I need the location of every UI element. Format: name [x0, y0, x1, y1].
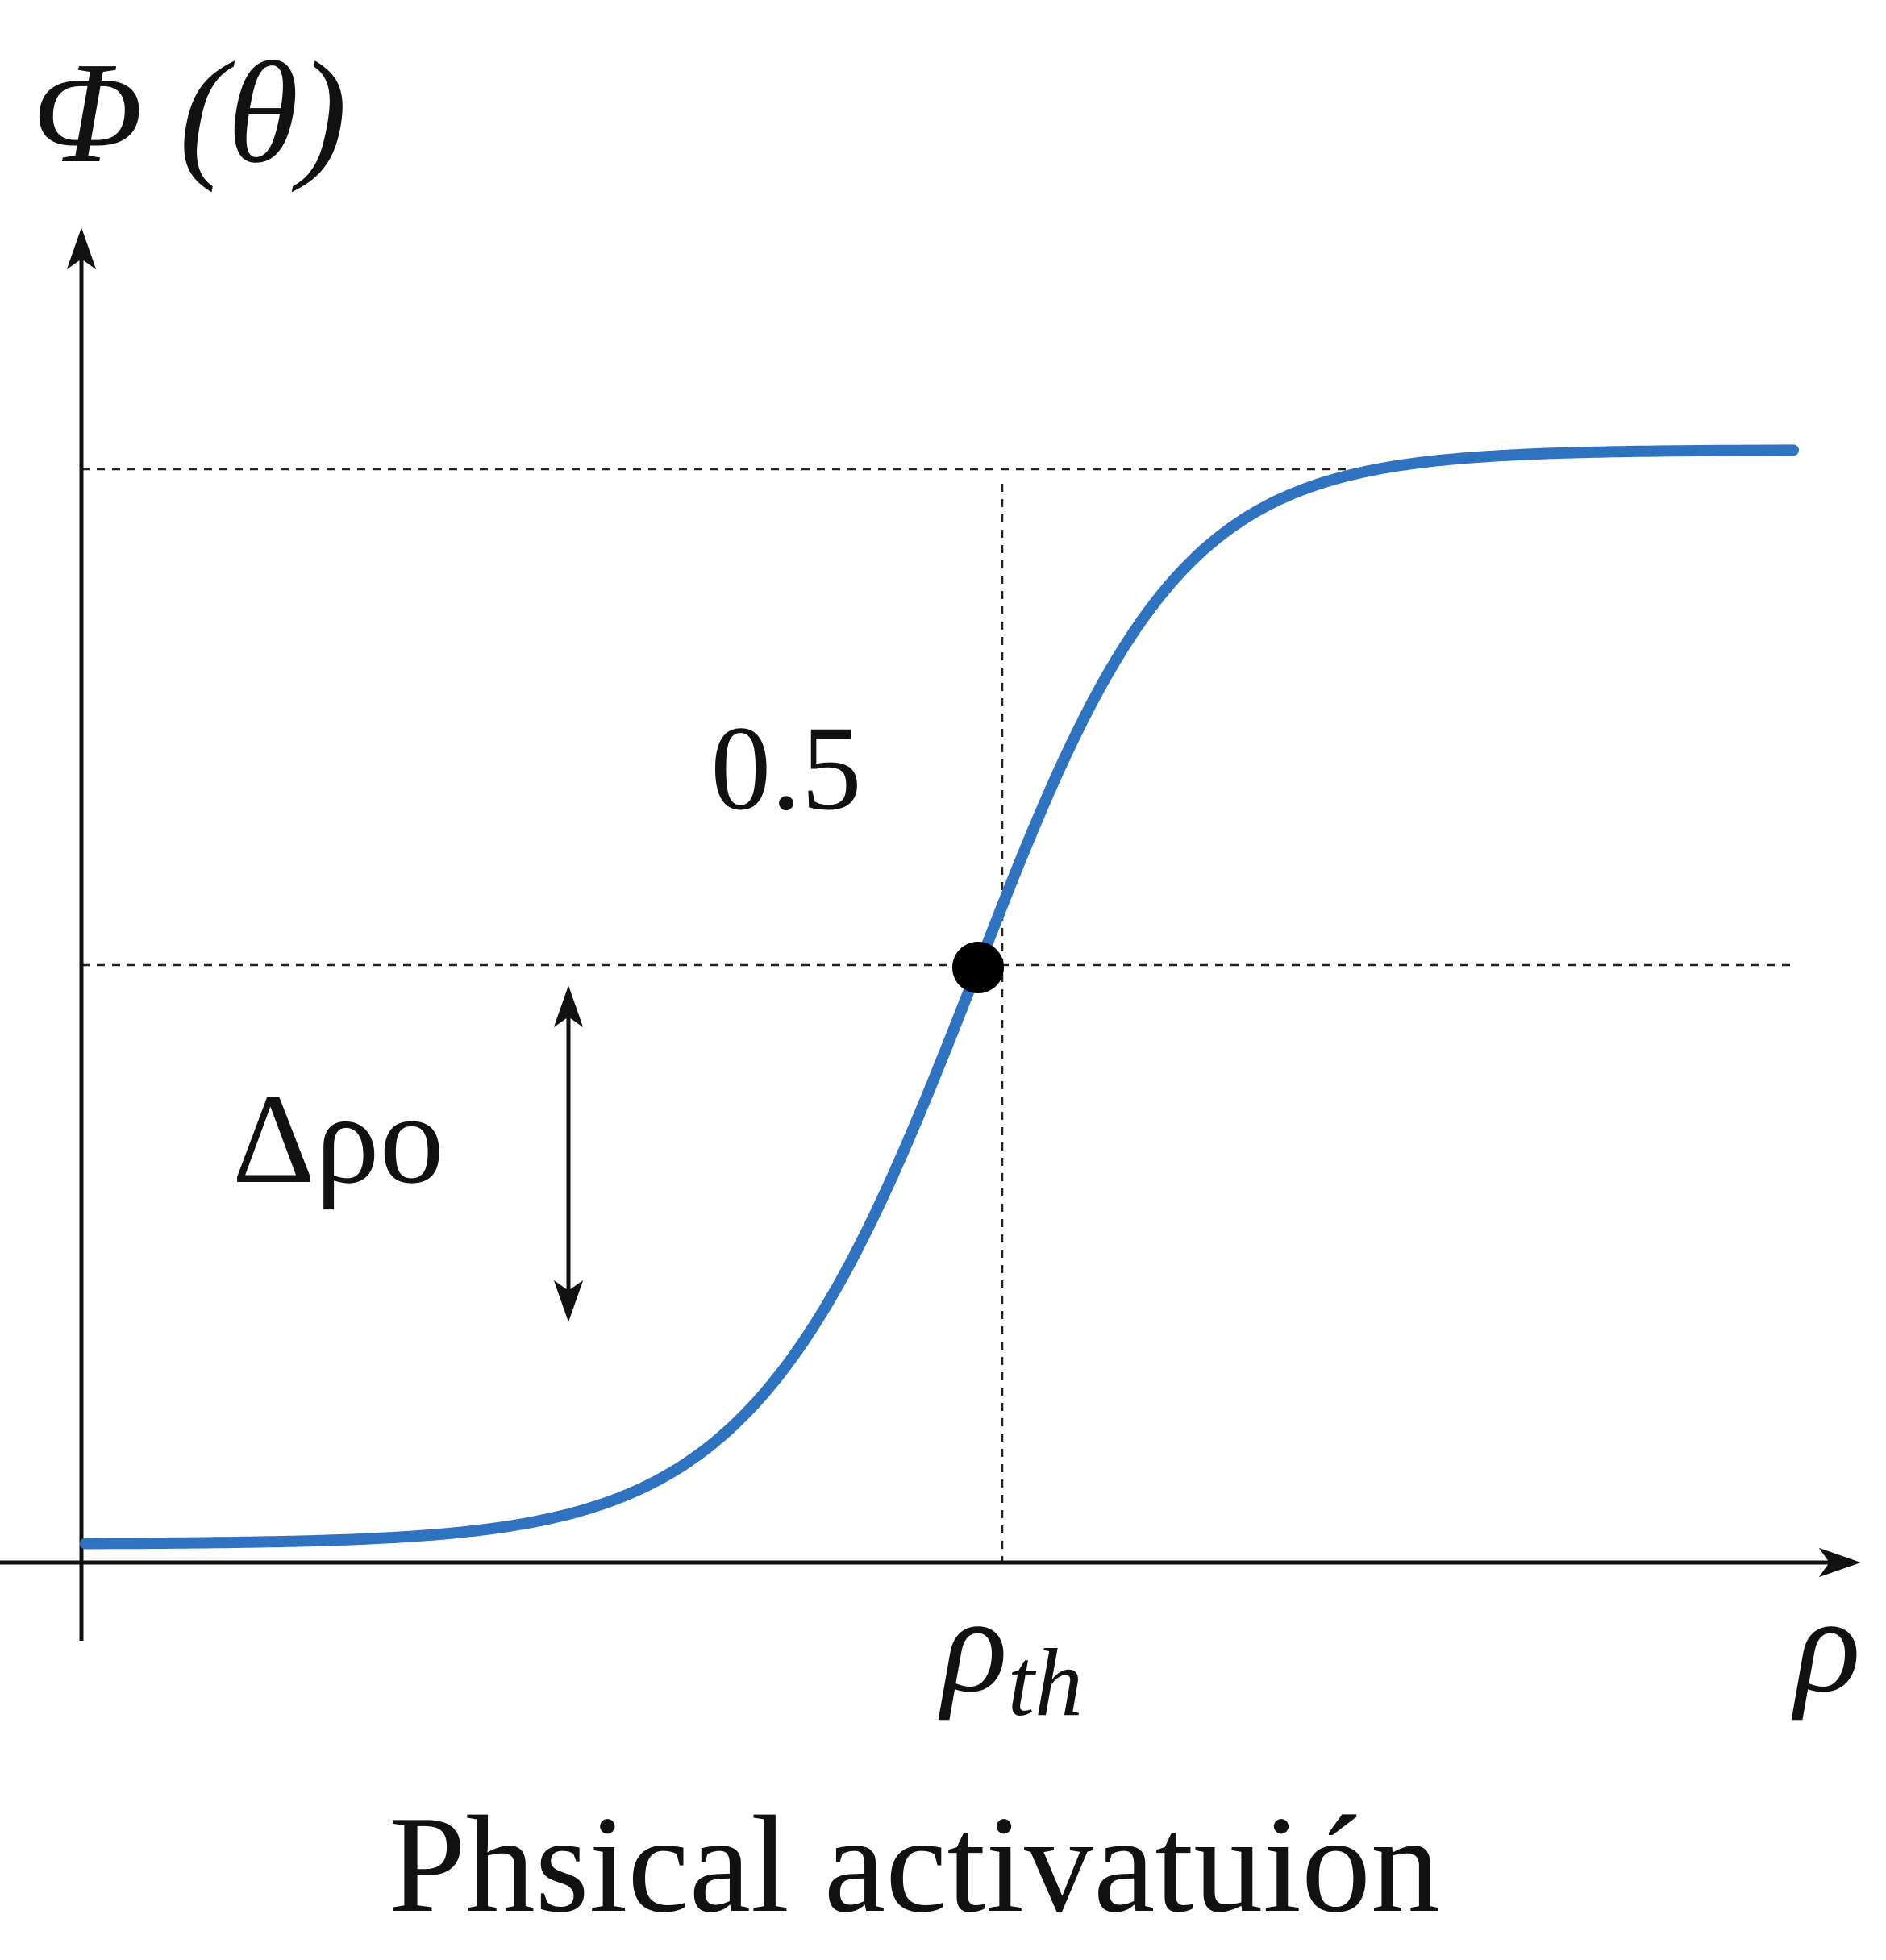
- width-label: Δρo: [232, 1067, 444, 1210]
- threshold-subscript: th: [1008, 1629, 1083, 1736]
- midpoint-dot: [952, 942, 1004, 993]
- y-axis-label: Φ (θ): [32, 32, 347, 193]
- sigmoid-curve: [80, 444, 1799, 1550]
- x-axis-label: ρ: [1791, 1569, 1861, 1721]
- midpoint-label: 0.5: [710, 701, 862, 835]
- threshold-symbol: ρ: [938, 1569, 1008, 1721]
- caption: Phsical activatuión: [389, 1788, 1440, 1941]
- threshold-label: ρth: [938, 1569, 1083, 1736]
